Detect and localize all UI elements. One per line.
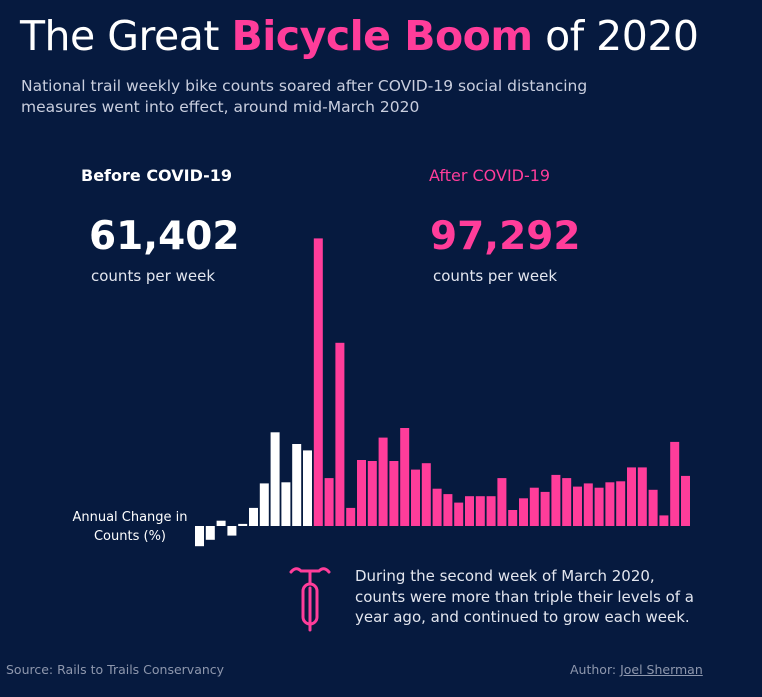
page-title: The Great Bicycle Boom of 2020 [20,12,699,60]
author-link[interactable]: Joel Sherman [620,662,703,677]
kpi-after-value: 97,292 [430,214,581,259]
bar-before-3 [227,526,237,536]
bar-after-12 [324,478,334,526]
bar-after-26 [475,496,485,526]
bar-after-44 [670,441,680,526]
bar-after-19 [400,428,410,526]
bar-after-37 [594,487,604,526]
author-credit: Author: Joel Sherman [570,662,703,677]
bar-after-16 [367,461,377,526]
bar-after-17 [378,437,388,526]
title-pre: The Great [20,12,232,60]
bar-before-8 [281,482,291,526]
bar-after-42 [648,489,658,526]
bar-after-22 [432,488,442,526]
bar-after-20 [411,469,420,526]
bar-before-4 [238,523,248,526]
kpi-before-value: 61,402 [89,214,240,259]
bar-before-0 [195,526,204,547]
bar-after-24 [454,502,464,526]
kpi-before-unit: counts per week [91,267,215,285]
bar-before-2 [216,520,226,526]
source-credit: Source: Rails to Trails Conservancy [6,662,225,677]
bar-after-23 [443,494,453,526]
bar-before-1 [205,526,215,540]
bar-after-35 [573,486,582,526]
bar-after-32 [540,491,550,526]
bar-after-45 [681,475,690,526]
bar-after-14 [346,507,356,526]
bar-after-34 [562,478,572,526]
bar-after-13 [335,342,345,526]
bar-before-9 [292,444,302,526]
bar-before-10 [303,450,312,526]
bar-after-11 [313,238,323,526]
bar-before-5 [249,507,258,526]
bar-after-27 [486,496,496,526]
bar-after-28 [497,478,507,526]
kpi-after-label: After COVID-19 [429,166,551,185]
title-post: of 2020 [532,12,699,60]
page-subtitle: National trail weekly bike counts soared… [21,77,588,116]
bar-after-18 [389,461,399,526]
bar-after-36 [583,483,593,526]
bar-after-30 [519,498,528,526]
bar-after-43 [659,515,669,526]
title-highlight: Bicycle Boom [231,12,533,60]
bar-after-25 [465,496,474,526]
bar-after-21 [421,463,431,526]
bar-before-7 [270,432,280,526]
bar-after-33 [551,474,561,526]
kpi-after-unit: counts per week [433,267,557,285]
y-axis-label: Annual Change in Counts (%) [72,510,188,544]
bar-after-15 [357,460,366,526]
bicycle-icon [289,567,331,632]
annotation-text: During the second week of March 2020, co… [355,567,695,626]
bar-after-40 [627,467,636,526]
bar-after-39 [616,481,626,526]
kpi-before-label: Before COVID-19 [81,166,233,185]
bar-after-31 [529,487,539,526]
author-label: Author: [570,662,621,677]
bar-after-29 [508,510,518,526]
bar-after-41 [637,467,647,526]
bar-before-6 [259,483,269,526]
bar-after-38 [605,482,615,526]
